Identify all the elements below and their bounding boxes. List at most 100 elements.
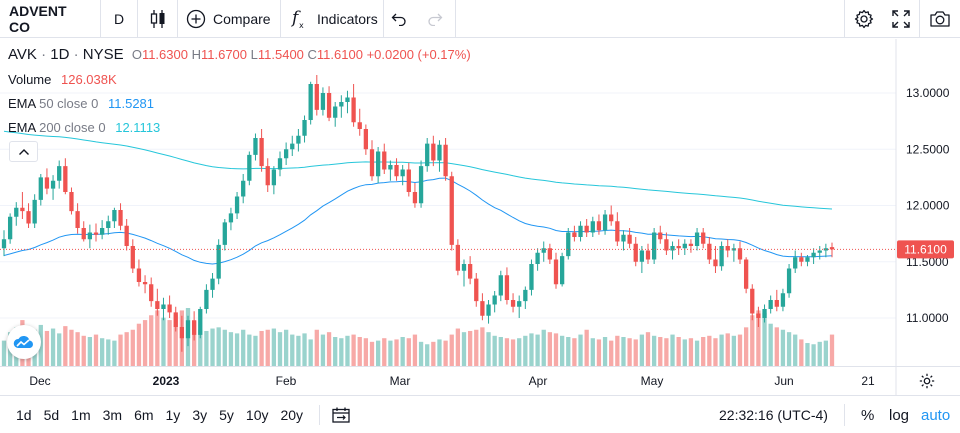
interval-button[interactable]: D (101, 0, 138, 38)
candle-body (431, 143, 436, 161)
undo-button[interactable] (384, 0, 414, 38)
candle (768, 295, 773, 314)
volume-bar (590, 338, 595, 366)
volume-bar (198, 329, 203, 366)
candle-body (529, 264, 534, 290)
compare-label: Compare (213, 10, 271, 27)
candle-body (609, 214, 614, 222)
compare-button[interactable]: Compare (178, 0, 281, 38)
candle-body (621, 234, 626, 242)
candle-body (185, 320, 191, 339)
candle (198, 306, 203, 339)
candle (609, 205, 614, 226)
volume-bar (566, 337, 571, 366)
candle-body (124, 225, 129, 246)
candle-body (26, 211, 31, 224)
candle (676, 239, 681, 255)
volume-bar (651, 335, 657, 366)
candle (142, 275, 148, 294)
candle (75, 203, 80, 234)
symbol-label: ADVENT CO (9, 2, 67, 35)
candle-body (326, 93, 332, 118)
volume-bar (265, 329, 270, 366)
range-button-1y[interactable]: 1y (165, 407, 181, 423)
volume-bar (817, 341, 822, 366)
collapse-legend-button[interactable] (9, 141, 38, 162)
candle (535, 248, 540, 271)
redo-button[interactable] (414, 0, 456, 38)
legend-interval: 1D (50, 46, 70, 63)
snapshot-button[interactable] (921, 0, 959, 38)
chart-type-button[interactable] (138, 0, 178, 38)
candle (161, 297, 166, 321)
volume-label: Volume (8, 72, 52, 87)
axis-settings-button[interactable] (918, 372, 936, 395)
time-axis[interactable]: Dec 2023 Feb Mar Apr May Jun 21 (0, 366, 960, 396)
range-button-5y[interactable]: 5y (219, 407, 234, 423)
candle-body (829, 247, 835, 250)
volume-bar (155, 310, 160, 366)
range-button-3m[interactable]: 3m (102, 407, 123, 423)
range-button-20y[interactable]: 20y (280, 407, 304, 423)
volume-bar (547, 332, 553, 366)
range-button-6m[interactable]: 6m (134, 407, 154, 423)
volume-bar (418, 341, 424, 366)
symbol-search[interactable]: ADVENT CO (0, 0, 101, 38)
fullscreen-button[interactable] (882, 0, 920, 38)
candle-body (817, 250, 822, 253)
volume-bar (228, 332, 234, 366)
candle (247, 151, 252, 186)
time-axis-label: Mar (390, 374, 411, 388)
settings-button[interactable] (844, 0, 882, 38)
gear-small-icon (918, 372, 936, 390)
volume-legend[interactable]: Volume 126.038K (8, 72, 117, 87)
auto-toggle[interactable]: auto (921, 397, 950, 433)
ema200-legend[interactable]: EMA 200 close 0 12.1113 (8, 120, 160, 135)
candle (57, 160, 62, 189)
candle (492, 291, 497, 313)
ema200-value: 12.1113 (115, 120, 161, 135)
calendar-range-icon (332, 407, 350, 423)
candle-body (216, 244, 221, 279)
range-button-10y[interactable]: 10y (245, 407, 269, 423)
candle (584, 219, 589, 237)
high-value: 11.6700 (200, 47, 248, 62)
volume-bar (786, 332, 792, 366)
percent-toggle[interactable]: % (861, 397, 874, 433)
candle (737, 241, 743, 264)
candle-body (38, 177, 43, 200)
candle-body (142, 282, 148, 285)
date-range-button[interactable] (330, 407, 352, 423)
separator (319, 405, 321, 425)
change-value: +0.0200 (+0.17%) (366, 47, 471, 62)
range-button-3y[interactable]: 3y (192, 407, 208, 423)
candle (149, 277, 154, 307)
candle-body (786, 268, 792, 294)
volume-bar (271, 328, 277, 366)
candle-body (333, 106, 338, 118)
volume-bar (44, 330, 50, 366)
candle-body (547, 248, 553, 260)
volume-bar (320, 334, 326, 366)
candle-body (719, 246, 724, 267)
candle (345, 90, 350, 114)
candle (553, 252, 559, 289)
range-button-1d[interactable]: 1d (16, 407, 32, 423)
log-toggle[interactable]: log (889, 397, 909, 433)
ema50-legend[interactable]: EMA 50 close 0 11.5281 (8, 96, 154, 111)
candle-body (363, 129, 369, 150)
timezone-clock[interactable]: 22:32:16 (UTC-4) (719, 397, 828, 433)
candle (517, 295, 522, 318)
chevron-up-icon (18, 148, 30, 156)
range-button-1m[interactable]: 1m (71, 407, 91, 423)
interval-label: D (113, 10, 125, 27)
candle-body (44, 177, 50, 189)
candle-body (283, 149, 289, 159)
candle-body (658, 232, 663, 240)
tradingview-logo-button[interactable] (7, 325, 41, 359)
range-button-5d[interactable]: 5d (43, 407, 60, 423)
